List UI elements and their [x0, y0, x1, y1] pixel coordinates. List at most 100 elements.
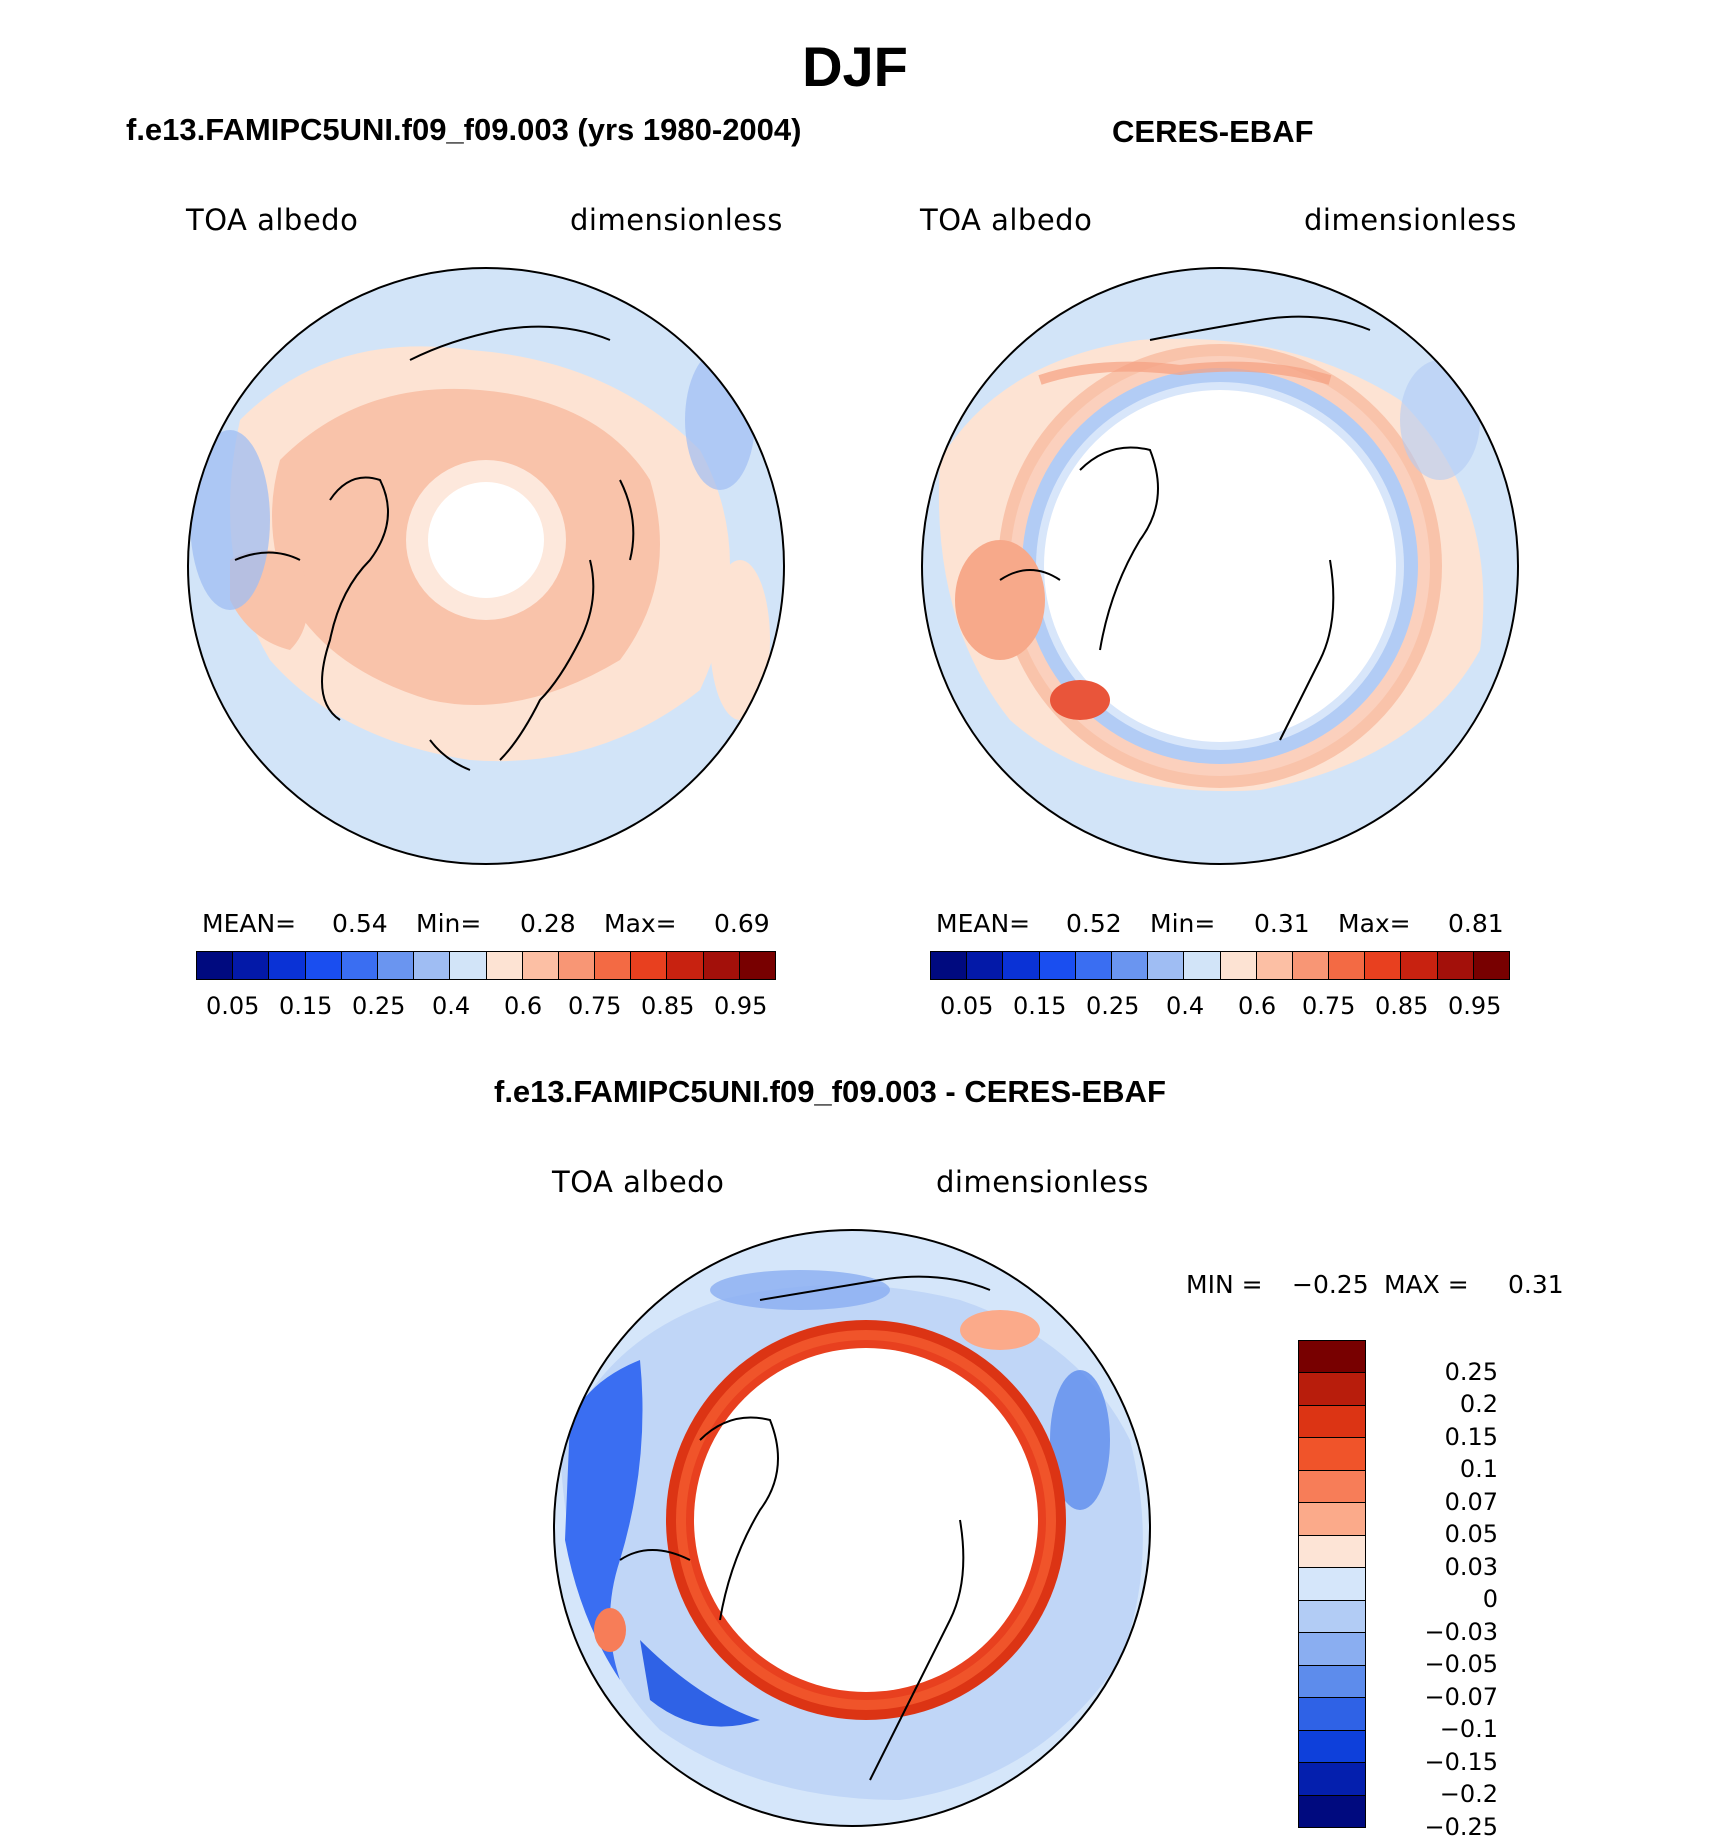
- colorbar-tick-label: 0.4: [432, 992, 471, 1020]
- colorbar-swatch: [967, 952, 1004, 979]
- colorbar-tick-label: 0.05: [940, 992, 994, 1020]
- colorbar-tick-label: 0.6: [1238, 992, 1277, 1020]
- colorbar-tick-label: 0.25: [1086, 992, 1140, 1020]
- panel-model-mean-label: MEAN=: [202, 909, 297, 938]
- figure-title: DJF: [802, 35, 908, 98]
- colorbar-tick-label: 0.1: [1459, 1455, 1498, 1484]
- colorbar-tick-label: 0.6: [504, 992, 543, 1020]
- colorbar-tick-label: 0.05: [206, 992, 260, 1020]
- colorbar-swatch: [486, 952, 523, 979]
- colorbar-tick-label: −0.15: [1424, 1747, 1498, 1776]
- colorbar-tick-label: 0.4: [1166, 992, 1205, 1020]
- panel-diff-min-label: MIN =: [1186, 1270, 1263, 1299]
- colorbar-tick-label: 0.25: [1444, 1357, 1498, 1386]
- colorbar-swatch: [1039, 952, 1076, 979]
- panel-obs-colorbar-labels: 0.05 0.15 0.25 0.4 0.6 0.75 0.85 0.95: [930, 992, 1510, 1022]
- colorbar-tick-label: 0.95: [714, 992, 768, 1020]
- panel-model-mean-value: 0.54: [332, 909, 388, 938]
- colorbar-tick-label: 0.2: [1459, 1390, 1498, 1419]
- colorbar-tick-label: 0.75: [568, 992, 622, 1020]
- panel-obs-min-label: Min=: [1150, 909, 1216, 938]
- colorbar-swatch: [1299, 1373, 1365, 1406]
- panel-model-units-label: dimensionless: [570, 203, 783, 237]
- panel-obs-min-value: 0.31: [1254, 909, 1310, 938]
- colorbar-tick-label: −0.2: [1439, 1780, 1498, 1809]
- colorbar-swatch: [631, 952, 668, 979]
- colorbar-swatch: [1329, 952, 1366, 979]
- colorbar-swatch: [1148, 952, 1185, 979]
- colorbar-swatch: [522, 952, 559, 979]
- colorbar-swatch: [739, 952, 775, 979]
- colorbar-swatch: [1184, 952, 1221, 979]
- colorbar-swatch: [558, 952, 596, 979]
- colorbar-swatch: [1299, 1503, 1365, 1536]
- panel-model-colorbar-labels: 0.05 0.15 0.25 0.4 0.6 0.75 0.85 0.95: [196, 992, 776, 1022]
- colorbar-swatch: [414, 952, 451, 979]
- panel-model-max-value: 0.69: [714, 909, 770, 938]
- colorbar-swatch: [1437, 952, 1474, 979]
- colorbar-tick-label: −0.03: [1424, 1617, 1498, 1646]
- panel-model-max-label: Max=: [604, 909, 677, 938]
- colorbar-tick-label: 0.15: [279, 992, 333, 1020]
- panel-model-colorbar: [196, 951, 776, 980]
- colorbar-tick-label: −0.05: [1424, 1650, 1498, 1679]
- panel-diff-colorbar-labels: 0.25 0.2 0.15 0.1 0.07 0.05 0.03 0 −0.03 −0.05 −0.…: [1378, 1340, 1498, 1841]
- panel-obs-mean-label: MEAN=: [936, 909, 1031, 938]
- panel-diff-min-value: −0.25: [1292, 1270, 1369, 1299]
- panel-diff-colorbar: [1298, 1340, 1366, 1828]
- panel-diff-variable-label: TOA albedo: [552, 1165, 725, 1199]
- panel-diff-max-label: MAX =: [1384, 1270, 1469, 1299]
- panel-obs-units-label: dimensionless: [1304, 203, 1517, 237]
- colorbar-swatch: [1299, 1795, 1365, 1828]
- panel-diff-max-value: 0.31: [1508, 1270, 1564, 1299]
- colorbar-swatch: [1292, 952, 1330, 979]
- colorbar-tick-label: −0.1: [1439, 1715, 1498, 1744]
- colorbar-swatch: [703, 952, 740, 979]
- colorbar-tick-label: −0.25: [1424, 1813, 1498, 1841]
- colorbar-tick-label: 0.25: [352, 992, 406, 1020]
- colorbar-swatch: [1299, 1698, 1365, 1731]
- colorbar-swatch: [1075, 952, 1112, 979]
- colorbar-swatch: [341, 952, 378, 979]
- panel-obs-variable-label: TOA albedo: [920, 203, 1093, 237]
- colorbar-swatch: [233, 952, 270, 979]
- panel-model-min-label: Min=: [416, 909, 482, 938]
- panel-diff-units-label: dimensionless: [936, 1165, 1149, 1199]
- colorbar-swatch: [1299, 1665, 1365, 1699]
- colorbar-swatch: [1299, 1405, 1365, 1439]
- colorbar-tick-label: 0: [1482, 1585, 1498, 1614]
- panel-model-min-value: 0.28: [520, 909, 576, 938]
- colorbar-swatch: [1299, 1730, 1365, 1764]
- colorbar-swatch: [1299, 1600, 1365, 1634]
- panel-model-title: f.e13.FAMIPC5UNI.f09_f09.003 (yrs 1980-2…: [126, 112, 802, 147]
- colorbar-swatch: [667, 952, 704, 979]
- colorbar-swatch: [1220, 952, 1257, 979]
- colorbar-swatch: [377, 952, 415, 979]
- colorbar-swatch: [1299, 1470, 1365, 1504]
- panel-obs-mean-value: 0.52: [1066, 909, 1122, 938]
- colorbar-tick-label: 0.85: [641, 992, 695, 1020]
- panel-obs-colorbar: [930, 951, 1510, 980]
- colorbar-swatch: [1401, 952, 1438, 979]
- colorbar-swatch: [197, 952, 234, 979]
- colorbar-tick-label: 0.07: [1444, 1487, 1498, 1516]
- colorbar-swatch: [1299, 1341, 1365, 1374]
- colorbar-swatch: [269, 952, 306, 979]
- colorbar-swatch: [1003, 952, 1040, 979]
- colorbar-tick-label: 0.05: [1444, 1520, 1498, 1549]
- colorbar-swatch: [1111, 952, 1149, 979]
- panel-model-variable-label: TOA albedo: [186, 203, 359, 237]
- colorbar-swatch: [1299, 1568, 1365, 1601]
- panel-obs-max-value: 0.81: [1448, 909, 1504, 938]
- colorbar-tick-label: 0.15: [1013, 992, 1067, 1020]
- colorbar-swatch: [305, 952, 342, 979]
- colorbar-swatch: [595, 952, 632, 979]
- panel-obs-title: CERES-EBAF: [1112, 114, 1314, 149]
- colorbar-swatch: [1299, 1633, 1365, 1666]
- colorbar-tick-label: −0.07: [1424, 1682, 1498, 1711]
- colorbar-swatch: [1473, 952, 1509, 979]
- colorbar-tick-label: 0.95: [1448, 992, 1502, 1020]
